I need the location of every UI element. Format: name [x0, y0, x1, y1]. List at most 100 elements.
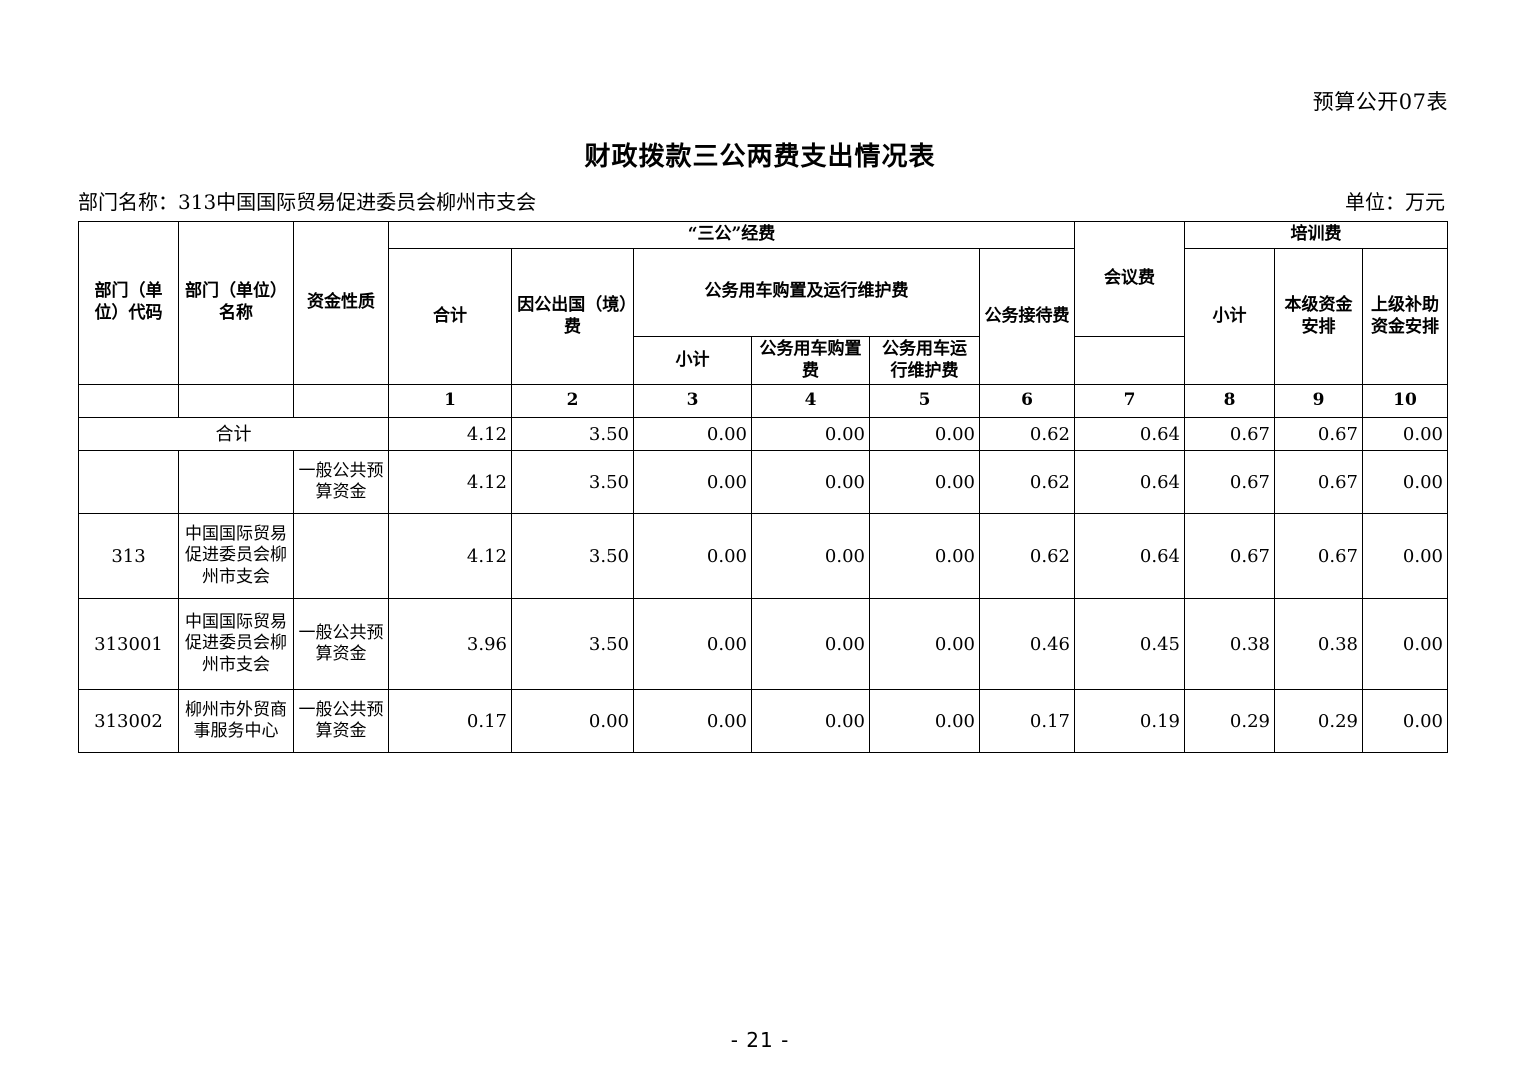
- row-dept-code: [78, 450, 179, 515]
- header-sangong-total: 合计: [388, 247, 512, 386]
- row-abroad-fee: 3.50: [511, 598, 634, 691]
- row-dept-name: 柳州市外贸商事服务中心: [178, 689, 294, 754]
- row-dept-name: [178, 450, 294, 515]
- row-training-superior: 0.00: [1362, 450, 1448, 515]
- total-training-local: 0.67: [1274, 417, 1363, 452]
- row-training-local: 0.38: [1274, 598, 1363, 691]
- header-sangong-group: “三公”经费: [388, 221, 1075, 249]
- page-title: 财政拨款三公两费支出情况表: [584, 142, 936, 172]
- header-vehicle-group: 公务用车购置及运行维护费: [633, 247, 980, 337]
- header-abroad-fee: 因公出国（境）费: [511, 247, 634, 386]
- header-dept-code: 部门（单位）代码: [78, 220, 179, 386]
- row-vehicle-subtotal: 0.00: [633, 450, 752, 515]
- row-fund-nature: 一般公共预算资金: [293, 689, 389, 754]
- row-abroad-fee: 3.50: [511, 513, 634, 600]
- table-body: 合计 4.12 3.50 0.00 0.00 0.00 0.62 0.64 0.…: [78, 417, 1448, 754]
- row-sangong-total: 3.96: [388, 598, 512, 691]
- page-number-footer: - 21 -: [730, 1028, 790, 1052]
- row-abroad-fee: 0.00: [511, 689, 634, 754]
- row-training-local: 0.67: [1274, 450, 1363, 515]
- table-row: 313 中国国际贸易促进委员会柳州市支会 4.12 3.50 0.00 0.00…: [78, 513, 1448, 600]
- column-number-1: 1: [388, 384, 512, 419]
- row-dept-code: 313002: [78, 689, 179, 754]
- row-sangong-total: 4.12: [388, 513, 512, 600]
- row-training-subtotal: 0.29: [1184, 689, 1275, 754]
- table-header: 部门（单位）代码 部门（单位）名称 资金性质 “三公”经费 会议费 培训费 合计…: [78, 220, 1448, 419]
- row-dept-name: 中国国际贸易促进委员会柳州市支会: [178, 598, 294, 691]
- row-vehicle-purchase: 0.00: [751, 513, 870, 600]
- row-fund-nature: 一般公共预算资金: [293, 598, 389, 691]
- row-vehicle-purchase: 0.00: [751, 598, 870, 691]
- column-number-blank-1: [78, 384, 179, 419]
- row-reception-fee: 0.17: [979, 689, 1075, 754]
- total-abroad-fee: 3.50: [511, 417, 634, 452]
- row-vehicle-subtotal: 0.00: [633, 689, 752, 754]
- column-number-blank-2: [178, 384, 294, 419]
- row-meeting-fee: 0.45: [1074, 598, 1185, 691]
- row-dept-name: 中国国际贸易促进委员会柳州市支会: [178, 513, 294, 600]
- header-vehicle-operation: 公务用车运行维护费: [869, 335, 980, 386]
- row-reception-fee: 0.62: [979, 513, 1075, 600]
- row-sangong-total: 4.12: [388, 450, 512, 515]
- row-meeting-fee: 0.64: [1074, 513, 1185, 600]
- column-number-6: 6: [979, 384, 1075, 419]
- header-vehicle-purchase: 公务用车购置费: [751, 335, 870, 386]
- row-training-local: 0.29: [1274, 689, 1363, 754]
- row-training-superior: 0.00: [1362, 689, 1448, 754]
- row-training-local: 0.67: [1274, 513, 1363, 600]
- row-meeting-fee: 0.64: [1074, 450, 1185, 515]
- header-training-group: 培训费: [1184, 221, 1448, 249]
- header-training-subtotal: 小计: [1184, 247, 1275, 386]
- form-code-label: 预算公开07表: [1312, 90, 1448, 114]
- header-reception-fee: 公务接待费: [979, 247, 1075, 386]
- column-number-9: 9: [1274, 384, 1363, 419]
- row-training-subtotal: 0.67: [1184, 450, 1275, 515]
- row-training-superior: 0.00: [1362, 513, 1448, 600]
- department-name-label: 部门名称：313中国国际贸易促进委员会柳州市支会: [78, 190, 537, 214]
- row-reception-fee: 0.46: [979, 598, 1075, 691]
- total-sangong-total: 4.12: [388, 417, 512, 452]
- total-training-superior: 0.00: [1362, 417, 1448, 452]
- total-vehicle-purchase: 0.00: [751, 417, 870, 452]
- row-dept-code: 313001: [78, 598, 179, 691]
- header-training-local: 本级资金安排: [1274, 247, 1363, 386]
- total-reception-fee: 0.62: [979, 417, 1075, 452]
- header-row-groups: 部门（单位）代码 部门（单位）名称 资金性质 “三公”经费 会议费 培训费: [78, 220, 1448, 386]
- row-sangong-total: 0.17: [388, 689, 512, 754]
- row-meeting-fee: 0.19: [1074, 689, 1185, 754]
- total-vehicle-operation: 0.00: [869, 417, 980, 452]
- column-number-10: 10: [1362, 384, 1448, 419]
- row-reception-fee: 0.62: [979, 450, 1075, 515]
- header-vehicle-subtotal: 小计: [633, 335, 752, 386]
- row-vehicle-purchase: 0.00: [751, 450, 870, 515]
- row-vehicle-operation: 0.00: [869, 513, 980, 600]
- column-number-7: 7: [1074, 384, 1185, 419]
- column-number-4: 4: [751, 384, 870, 419]
- row-fund-nature: [293, 513, 389, 600]
- column-number-5: 5: [869, 384, 980, 419]
- header-training-superior: 上级补助资金安排: [1362, 247, 1448, 386]
- budget-table: 部门（单位）代码 部门（单位）名称 资金性质 “三公”经费 会议费 培训费 合计…: [78, 220, 1448, 754]
- header-fund-nature: 资金性质: [293, 220, 389, 386]
- column-number-blank-3: [293, 384, 389, 419]
- header-row-column-numbers: 1 2 3 4 5 6 7 8 9 10: [78, 384, 1448, 419]
- row-training-superior: 0.00: [1362, 598, 1448, 691]
- meta-row: 部门名称：313中国国际贸易促进委员会柳州市支会 单位：万元: [78, 186, 1447, 215]
- currency-unit-label: 单位：万元: [1345, 190, 1445, 214]
- total-vehicle-subtotal: 0.00: [633, 417, 752, 452]
- header-meeting-fee: 会议费: [1074, 221, 1185, 337]
- row-vehicle-operation: 0.00: [869, 689, 980, 754]
- table-row: 一般公共预算资金 4.12 3.50 0.00 0.00 0.00 0.62 0…: [78, 450, 1448, 515]
- table-row-total: 合计 4.12 3.50 0.00 0.00 0.00 0.62 0.64 0.…: [78, 417, 1448, 452]
- row-abroad-fee: 3.50: [511, 450, 634, 515]
- total-row-label: 合计: [78, 417, 389, 452]
- row-vehicle-operation: 0.00: [869, 450, 980, 515]
- total-training-subtotal: 0.67: [1184, 417, 1275, 452]
- row-vehicle-subtotal: 0.00: [633, 598, 752, 691]
- column-number-3: 3: [633, 384, 752, 419]
- row-training-subtotal: 0.38: [1184, 598, 1275, 691]
- budget-table-container: 部门（单位）代码 部门（单位）名称 资金性质 “三公”经费 会议费 培训费 合计…: [78, 220, 1448, 754]
- row-dept-code: 313: [78, 513, 179, 600]
- row-vehicle-purchase: 0.00: [751, 689, 870, 754]
- header-row-subgroups: 合计 因公出国（境）费 公务用车购置及运行维护费 公务接待费 小计 本级资金安排…: [79, 247, 1448, 386]
